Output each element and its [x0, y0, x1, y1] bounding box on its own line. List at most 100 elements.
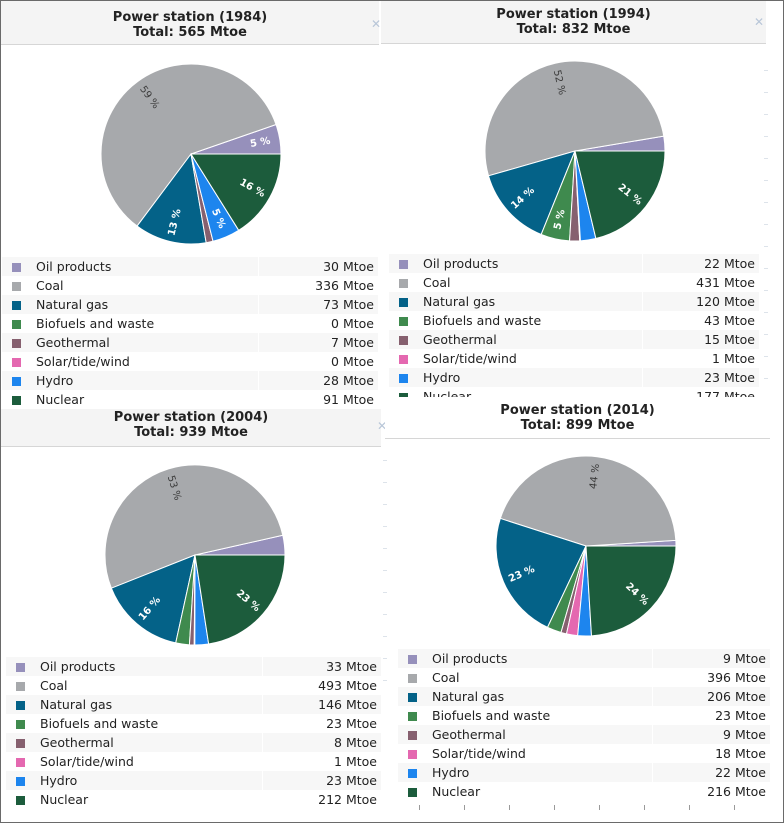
gridline-tick [764, 114, 768, 115]
legend-label: Coal [40, 678, 68, 693]
legend-swatch [408, 731, 417, 740]
gridline-tick [764, 180, 768, 181]
legend-label: Natural gas [36, 295, 259, 314]
legend-row-coal[interactable]: Coal 431 Mtoe [389, 273, 759, 292]
legend-row-oil-products[interactable]: Oil products 30 Mtoe [2, 257, 378, 276]
legend-row-geothermal[interactable]: Geothermal 9 Mtoe [398, 725, 770, 744]
legend-row-geothermal[interactable]: Geothermal 8 Mtoe [6, 733, 381, 752]
chart-panel-2004: Power station (2004) Total: 939 Mtoe ✕ 5… [1, 409, 387, 819]
legend-row-oil-products[interactable]: Oil products 9 Mtoe [398, 649, 770, 668]
legend-label: Biofuels and waste [40, 716, 159, 731]
legend-label: Geothermal [36, 333, 259, 352]
pie-slice-nuclear[interactable] [585, 545, 677, 637]
pie-chart: 5 %59 %13 % 5 %16 % [100, 63, 282, 245]
gridline-tick [554, 805, 555, 810]
legend-swatch [16, 682, 25, 691]
legend-swatch-cell [2, 333, 36, 352]
pie-slice-nuclear[interactable] [190, 153, 282, 231]
pie-slice-natural-gas[interactable] [487, 150, 576, 236]
slice-label-coal: 44 % [588, 463, 602, 490]
legend-swatch [12, 301, 21, 310]
legend-row-solar-tide-wind[interactable]: Solar/tide/wind 0 Mtoe [2, 352, 378, 371]
legend-row-natural-gas[interactable]: Natural gas 120 Mtoe [389, 292, 759, 311]
legend-row-geothermal[interactable]: Geothermal 7 Mtoe [2, 333, 378, 352]
legend-swatch [408, 769, 417, 778]
close-icon[interactable]: ✕ [753, 15, 764, 29]
legend-swatch-cell [2, 295, 36, 314]
legend-row-hydro[interactable]: Hydro 22 Mtoe [398, 763, 770, 782]
legend-row-coal[interactable]: Coal 396 Mtoe [398, 668, 770, 687]
gridline-tick [764, 202, 768, 203]
legend-swatch-cell [2, 276, 36, 295]
legend-value: 1 Mtoe [261, 752, 381, 771]
legend-row-coal[interactable]: Coal 336 Mtoe [2, 276, 378, 295]
legend-row-biofuels-and-waste[interactable]: Biofuels and waste 23 Mtoe [6, 714, 381, 733]
legend-swatch [408, 655, 417, 664]
legend-value: 23 Mtoe [641, 368, 759, 387]
legend-row-oil-products[interactable]: Oil products 33 Mtoe [6, 657, 381, 676]
pie-slice-natural-gas[interactable] [136, 152, 207, 245]
gridline-tick [383, 548, 387, 549]
legend-swatch [408, 750, 417, 759]
legend-label: Geothermal [40, 733, 263, 752]
pie-slice-natural-gas[interactable] [495, 517, 587, 629]
legend-swatch [12, 358, 21, 367]
pie-slice-nuclear[interactable] [194, 554, 286, 645]
legend-row-biofuels-and-waste[interactable]: Biofuels and waste 43 Mtoe [389, 311, 759, 330]
legend-row-coal[interactable]: Coal 493 Mtoe [6, 676, 381, 695]
legend-row-nuclear[interactable]: Nuclear 216 Mtoe [398, 782, 770, 801]
legend-value: 212 Mtoe [261, 790, 381, 809]
legend-swatch-cell [2, 314, 36, 333]
chart-subtitle: Total: 939 Mtoe [134, 425, 248, 440]
gridline-tick [764, 246, 768, 247]
legend-label: Oil products [432, 649, 653, 668]
legend-row-natural-gas[interactable]: Natural gas 206 Mtoe [398, 687, 770, 706]
legend-row-solar-tide-wind[interactable]: Solar/tide/wind 1 Mtoe [389, 349, 759, 368]
legend-row-hydro[interactable]: Hydro 23 Mtoe [6, 771, 381, 790]
legend-swatch [399, 298, 408, 307]
gridline-tick [764, 356, 768, 357]
pie-slice-coal[interactable] [499, 455, 677, 547]
pie-slice-natural-gas[interactable] [110, 554, 196, 644]
legend-swatch-cell [389, 330, 423, 349]
legend-table: Oil products 9 Mtoe Coal 396 Mtoe Natural ga… [398, 649, 770, 801]
legend-row-natural-gas[interactable]: Natural gas 146 Mtoe [6, 695, 381, 714]
pie-slice-coal[interactable] [484, 60, 665, 177]
legend-label: Nuclear [40, 792, 89, 807]
legend-value: 493 Mtoe [261, 676, 381, 695]
legend-swatch-cell [398, 687, 432, 706]
legend-row-nuclear[interactable]: Nuclear 212 Mtoe [6, 790, 381, 809]
pie-slice-nuclear[interactable] [574, 150, 666, 240]
chart-header: Power station (2014) Total: 899 Mtoe [385, 397, 770, 439]
chart-title: Power station (2014) [500, 403, 655, 418]
legend-swatch [12, 263, 21, 272]
legend-row-biofuels-and-waste[interactable]: Biofuels and waste 0 Mtoe [2, 314, 378, 333]
legend-row-natural-gas[interactable]: Natural gas 73 Mtoe [2, 295, 378, 314]
legend-row-solar-tide-wind[interactable]: Solar/tide/wind 18 Mtoe [398, 744, 770, 763]
legend-value: 216 Mtoe [651, 782, 770, 801]
legend-swatch-cell [6, 657, 40, 676]
legend-row-biofuels-and-waste[interactable]: Biofuels and waste 23 Mtoe [398, 706, 770, 725]
legend-row-hydro[interactable]: Hydro 28 Mtoe [2, 371, 378, 390]
legend-label: Coal [36, 278, 64, 293]
legend-value: 23 Mtoe [261, 714, 381, 733]
pie-chart: 52 %14 %5 %21 % [484, 60, 666, 242]
gridline-tick [509, 805, 510, 810]
chart-title: Power station (2004) [113, 410, 269, 425]
pie-slice-coal[interactable] [104, 464, 284, 589]
legend-row-hydro[interactable]: Hydro 23 Mtoe [389, 368, 759, 387]
chart-subtitle: Total: 832 Mtoe [516, 22, 631, 37]
gridline-tick [764, 224, 768, 225]
legend-row-nuclear[interactable]: Nuclear 91 Mtoe [2, 390, 378, 409]
legend-row-geothermal[interactable]: Geothermal 15 Mtoe [389, 330, 759, 349]
close-icon[interactable]: ✕ [376, 419, 387, 433]
gridline-tick [734, 805, 735, 810]
close-icon[interactable]: ✕ [370, 17, 381, 31]
gridline-tick [383, 504, 387, 505]
legend-value: 23 Mtoe [651, 706, 770, 725]
legend-swatch [399, 279, 408, 288]
legend-swatch-cell [398, 649, 432, 668]
pie-slice-coal[interactable] [100, 63, 277, 227]
legend-row-oil-products[interactable]: Oil products 22 Mtoe [389, 254, 759, 273]
legend-row-solar-tide-wind[interactable]: Solar/tide/wind 1 Mtoe [6, 752, 381, 771]
